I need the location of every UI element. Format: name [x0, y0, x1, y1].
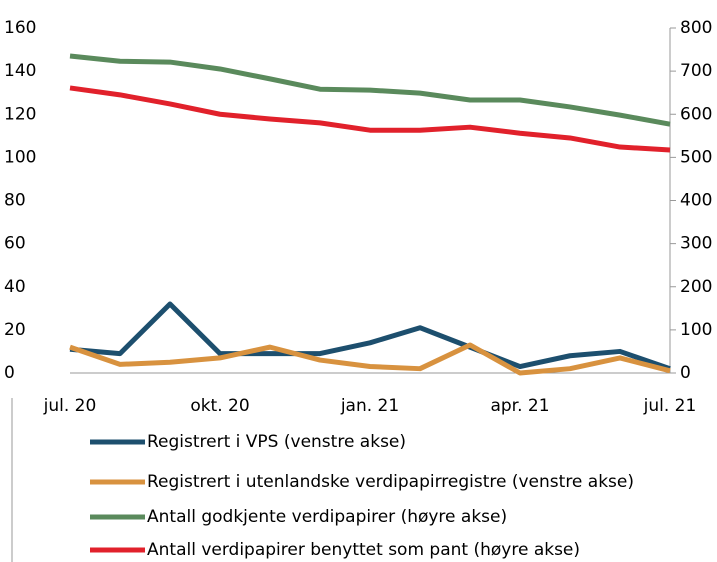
y-tick-label: 60 — [4, 234, 26, 254]
x-tick-label: jul. 21 — [643, 396, 697, 416]
y2-tick-label: 300 — [680, 234, 712, 254]
series-line — [69, 301, 671, 372]
legend-label: Antall verdipapirer benyttet som pant (h… — [147, 540, 580, 560]
y2-tick-label: 600 — [680, 104, 712, 124]
y2-tick-label: 400 — [680, 191, 712, 211]
y-tick-label: 160 — [4, 18, 36, 38]
x-tick-label: jul. 20 — [43, 396, 97, 416]
y2-tick-label: 800 — [680, 18, 712, 38]
y-tick-label: 120 — [4, 104, 36, 124]
series-line — [69, 85, 671, 153]
series-line — [69, 53, 671, 127]
legend-label: Registrert i VPS (venstre akse) — [147, 432, 406, 452]
x-tick-label: jan. 21 — [340, 396, 399, 416]
y-tick-label: 40 — [4, 277, 26, 297]
series-line — [69, 342, 671, 376]
y-tick-label: 20 — [4, 320, 26, 340]
y-tick-label: 100 — [4, 147, 36, 167]
y-tick-label: 140 — [4, 61, 36, 81]
y2-tick-label: 700 — [680, 61, 712, 81]
y2-tick-label: 200 — [680, 277, 712, 297]
x-tick-label: okt. 20 — [190, 396, 249, 416]
x-tick-label: apr. 21 — [490, 396, 549, 416]
y2-tick-label: 100 — [680, 320, 712, 340]
y-tick-label: 0 — [4, 363, 15, 383]
y-tick-label: 80 — [4, 191, 26, 211]
y2-tick-label: 500 — [680, 147, 712, 167]
legend-label: Antall godkjente verdipapirer (høyre aks… — [147, 507, 507, 527]
y2-tick-label: 0 — [680, 363, 691, 383]
legend-label: Registrert i utenlandske verdipapirregis… — [147, 472, 634, 492]
